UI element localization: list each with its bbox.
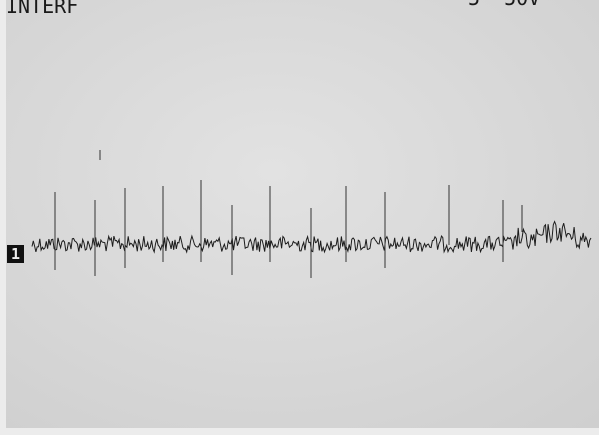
channel-label: 1 (11, 245, 20, 263)
page: INTERF 5 ·50V 1 (() => { const data = JS… (0, 0, 599, 435)
mode-label: INTERF (6, 0, 78, 18)
scope-screen: INTERF 5 ·50V 1 (0, 0, 599, 435)
setting-label: 5 ·50V (468, 0, 540, 10)
